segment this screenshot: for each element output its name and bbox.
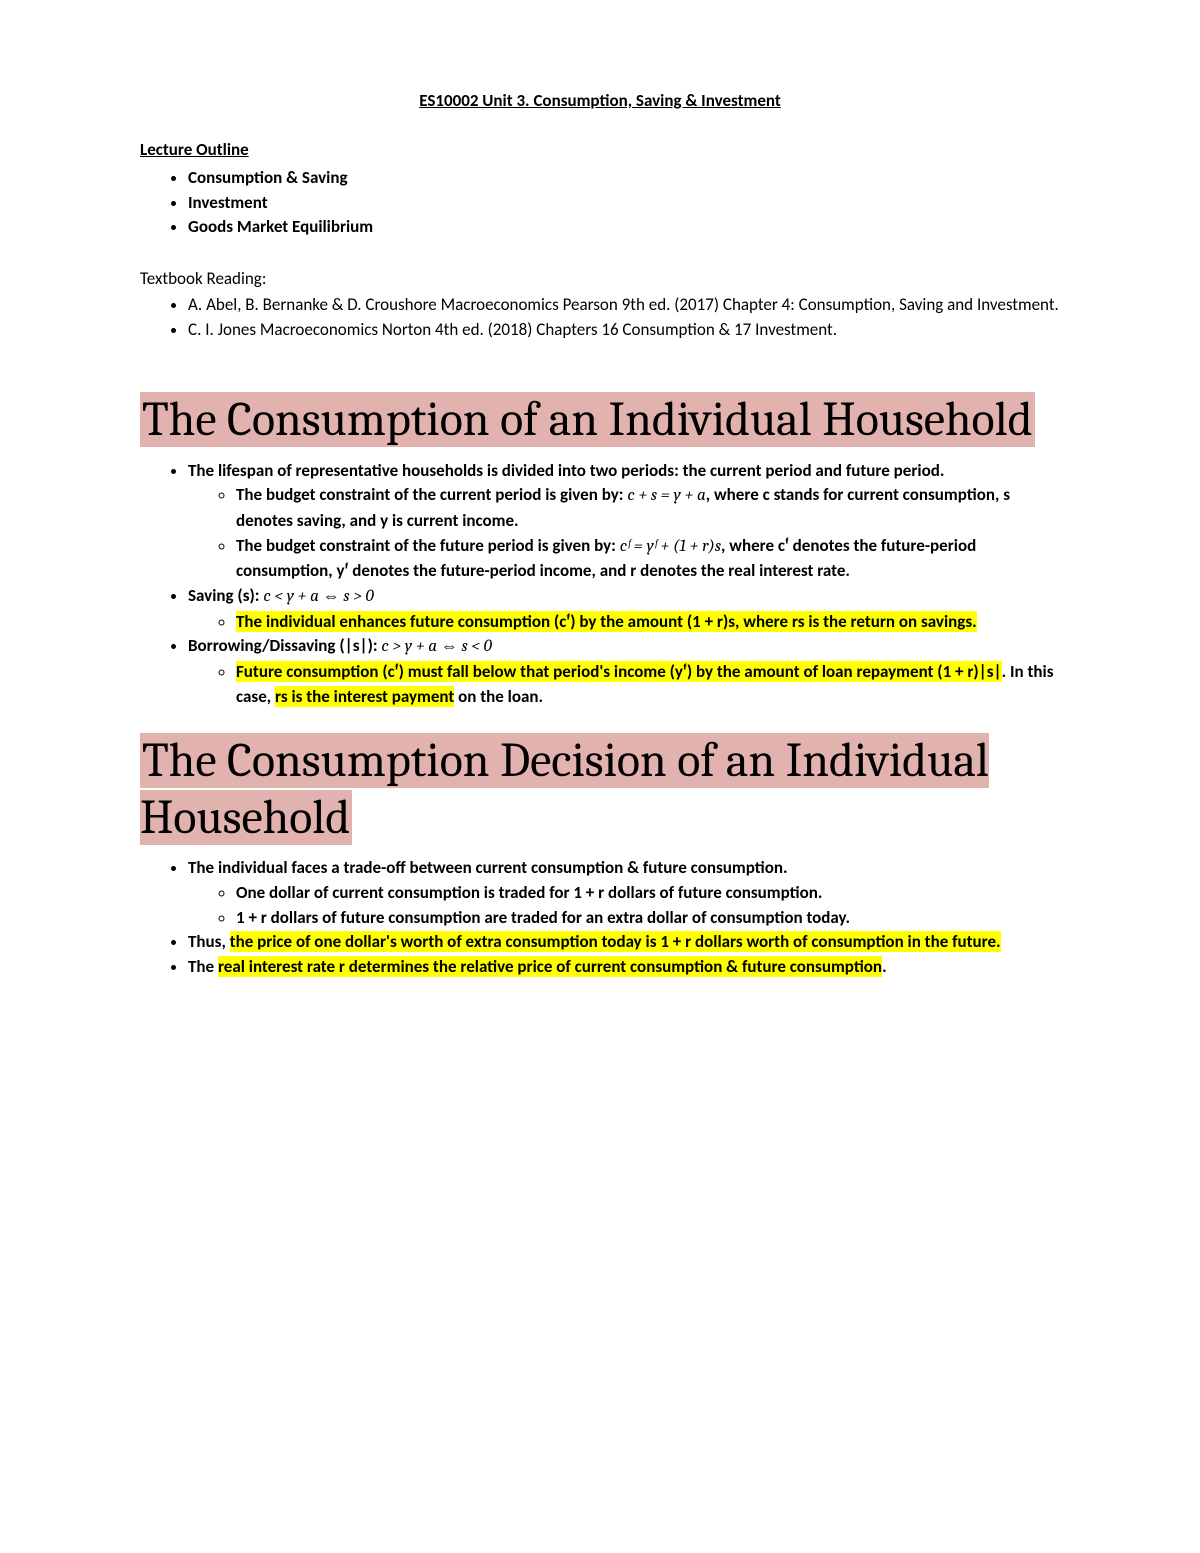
highlighted-heading: The Consumption of an Individual Househo… [140,392,1035,447]
list-item: The budget constraint of the future peri… [236,534,1060,584]
text: Borrowing/Dissaving (|s|): [188,635,381,656]
list-item: The lifespan of representative household… [188,459,1060,584]
math-expr: cᶠ = yᶠ + (1 + r)s [620,537,721,556]
list-item: Thus, the price of one dollar's worth of… [188,930,1060,955]
list-item: A. Abel, B. Bernanke & D. Croushore Macr… [188,293,1060,318]
list-item: The individual enhances future consumpti… [236,610,1060,635]
section1-list: The lifespan of representative household… [140,459,1060,709]
sublist: The individual enhances future consumpti… [188,610,1060,635]
text: The budget constraint of the current per… [236,484,627,505]
list-item: C. I. Jones Macroeconomics Norton 4th ed… [188,318,1060,343]
document-page: ES10002 Unit 3. Consumption, Saving & In… [0,0,1200,1064]
list-item: 1 + r dollars of future consumption are … [236,906,1060,931]
lecture-outline-list: Consumption & Saving Investment Goods Ma… [140,166,1060,240]
math-expr: c > y + a ⇔ s < 0 [381,637,491,656]
list-item: One dollar of current consumption is tra… [236,881,1060,906]
highlighted-text: rs is the interest payment [275,686,454,707]
list-item: The individual faces a trade-off between… [188,856,1060,930]
list-item: Investment [188,191,1060,216]
text: on the loan. [454,686,543,707]
list-item: The budget constraint of the current per… [236,483,1060,533]
sublist: Future consumption (cᶠ) must fall below … [188,660,1060,709]
text: The budget constraint of the future peri… [236,535,620,556]
highlighted-text: Future consumption (cᶠ) must fall below … [236,661,1002,682]
section-heading-2: The Consumption Decision of an Individua… [140,733,1060,846]
textbook-reading-label: Textbook Reading: [140,268,1060,289]
highlighted-text: The individual enhances future consumpti… [236,611,977,632]
section2-list: The individual faces a trade-off between… [140,856,1060,979]
highlighted-text: the price of one dollar's worth of extra… [230,931,1001,952]
text: Saving (s): [188,585,263,606]
text: Thus, [188,931,230,952]
section-heading-1: The Consumption of an Individual Househo… [140,392,1060,449]
textbook-reading-list: A. Abel, B. Bernanke & D. Croushore Macr… [140,293,1060,342]
sublist: One dollar of current consumption is tra… [188,881,1060,930]
lecture-outline-label: Lecture Outline [140,139,1060,160]
text: The [188,956,218,977]
text: The individual faces a trade-off between… [188,857,788,878]
document-title: ES10002 Unit 3. Consumption, Saving & In… [140,90,1060,111]
list-item: Goods Market Equilibrium [188,215,1060,240]
list-item: Consumption & Saving [188,166,1060,191]
text: . [882,956,887,977]
highlighted-heading: The Consumption Decision of an Individua… [140,733,989,845]
list-item: The real interest rate r determines the … [188,955,1060,980]
text: The lifespan of representative household… [188,460,944,481]
math-expr: c + s = y + a [627,486,705,505]
sublist: The budget constraint of the current per… [188,483,1060,584]
list-item: Future consumption (cᶠ) must fall below … [236,660,1060,709]
list-item: Saving (s): c < y + a ⇔ s > 0 The indivi… [188,584,1060,634]
math-expr: c < y + a ⇔ s > 0 [263,587,373,606]
list-item: Borrowing/Dissaving (|s|): c > y + a ⇔ s… [188,634,1060,709]
highlighted-text: real interest rate r determines the rela… [218,956,882,977]
